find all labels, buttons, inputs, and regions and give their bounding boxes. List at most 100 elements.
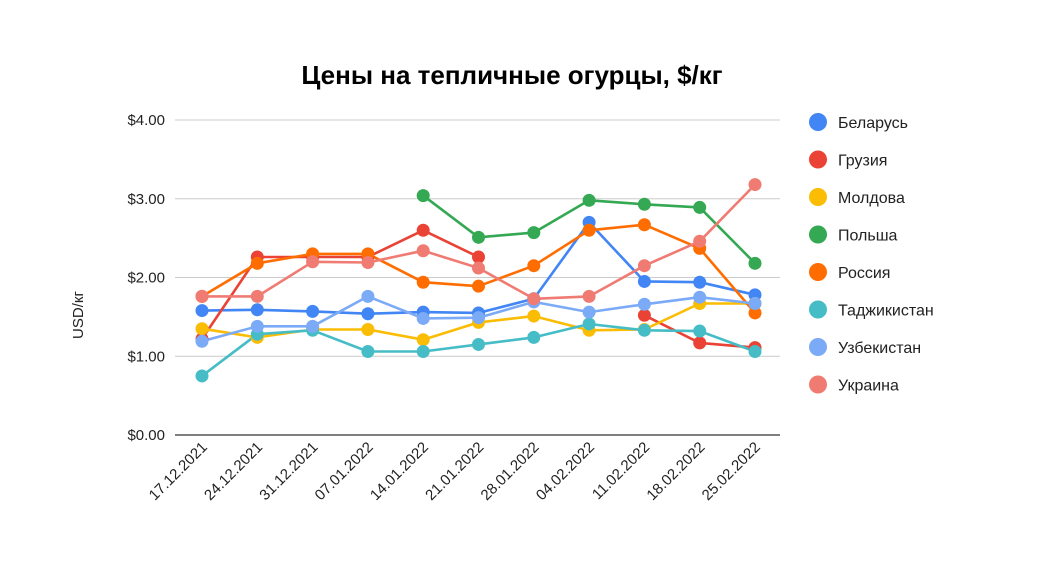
data-point [195,322,209,336]
y-tick-label: $4.00 [127,112,165,129]
data-point [693,234,707,248]
legend-label: Грузия [838,153,887,170]
y-tick-label: $3.00 [127,191,165,208]
data-point [527,292,541,306]
data-point [250,319,264,333]
y-tick-label: $1.00 [127,348,165,365]
data-point [693,336,707,350]
legend-marker [809,300,827,319]
data-point [250,303,264,317]
x-tick-label: 28.01.2022 [478,439,543,504]
data-point [748,306,762,320]
x-tick-label: 04.02.2022 [533,439,598,504]
data-point [582,305,596,319]
data-point [195,304,209,318]
legend-marker [809,188,827,206]
data-point [416,244,430,258]
data-point [637,218,651,232]
chart-title: Цены на тепличные огурцы, $/кг [301,60,722,90]
data-point [306,319,320,333]
x-axis-ticks: 17.12.202124.12.202131.12.202107.01.2022… [146,439,764,504]
data-point [361,256,375,270]
data-point [582,223,596,237]
legend-label: Беларусь [838,115,908,132]
data-point [748,178,762,192]
data-point [582,289,596,303]
data-point [748,256,762,270]
legend-marker [809,113,827,131]
data-point [306,255,320,269]
series-line [200,229,480,341]
legend-label: Таджикистан [838,303,934,320]
data-point [416,275,430,289]
x-tick-label: 21.01.2022 [422,439,487,504]
gridlines [175,119,780,436]
data-point [582,193,596,207]
data-point [472,230,485,244]
data-point [693,324,707,338]
legend-label: Польша [838,228,898,245]
legend-label: Молдова [838,190,905,207]
legend-label: Украина [838,378,899,395]
data-point [748,345,762,359]
x-tick-label: 18.02.2022 [643,439,708,504]
legend-marker [809,338,827,356]
x-tick-label: 14.01.2022 [367,439,432,504]
legend-marker [809,225,827,244]
data-point [361,307,375,321]
x-tick-label: 25.02.2022 [699,439,764,504]
data-point [637,323,651,337]
data-point [361,345,375,359]
data-point [306,304,320,318]
series-points [195,178,762,383]
legend-label: Россия [838,265,890,282]
data-point [250,289,264,303]
legend: Беларусь Грузия Молдова Польша Россия Таджики… [809,113,934,395]
data-point [582,317,596,331]
data-point [472,311,485,325]
data-point [472,261,485,275]
y-axis-title: USD/кг [70,291,87,339]
data-point [637,197,651,211]
y-axis-ticks: $0.00 $1.00 $2.00 $3.00 $4.00 [127,112,165,444]
data-point [693,275,707,289]
data-point [416,189,430,203]
data-point [527,309,541,323]
data-point [416,345,430,359]
data-point [416,223,430,237]
data-point [637,259,651,273]
data-point [195,289,209,303]
legend-marker [809,375,827,394]
data-point [637,274,651,288]
x-tick-label: 17.12.2021 [146,439,211,504]
data-point [693,200,707,214]
data-point [416,333,430,347]
y-tick-label: $0.00 [127,427,165,444]
data-point [416,311,430,325]
data-point [527,330,541,344]
data-point [637,308,651,322]
legend-marker [809,150,827,169]
y-tick-label: $2.00 [127,270,165,287]
data-point [693,290,707,304]
x-tick-label: 11.02.2022 [589,439,653,503]
data-point [195,334,209,348]
data-point [195,369,209,383]
data-point [527,259,541,273]
x-tick-label: 31.12.2021 [256,439,321,504]
data-point [361,322,375,336]
data-point [250,256,264,270]
data-point [472,279,485,293]
legend-label: Узбекистан [838,340,921,357]
data-point [361,289,375,303]
x-tick-label: 07.01.2022 [312,439,377,504]
data-point [472,250,485,264]
data-point [637,297,651,311]
data-point [527,226,541,240]
data-point [472,337,485,351]
x-tick-label: 24.12.2021 [201,439,266,504]
data-point [748,296,762,310]
legend-marker [809,263,827,281]
